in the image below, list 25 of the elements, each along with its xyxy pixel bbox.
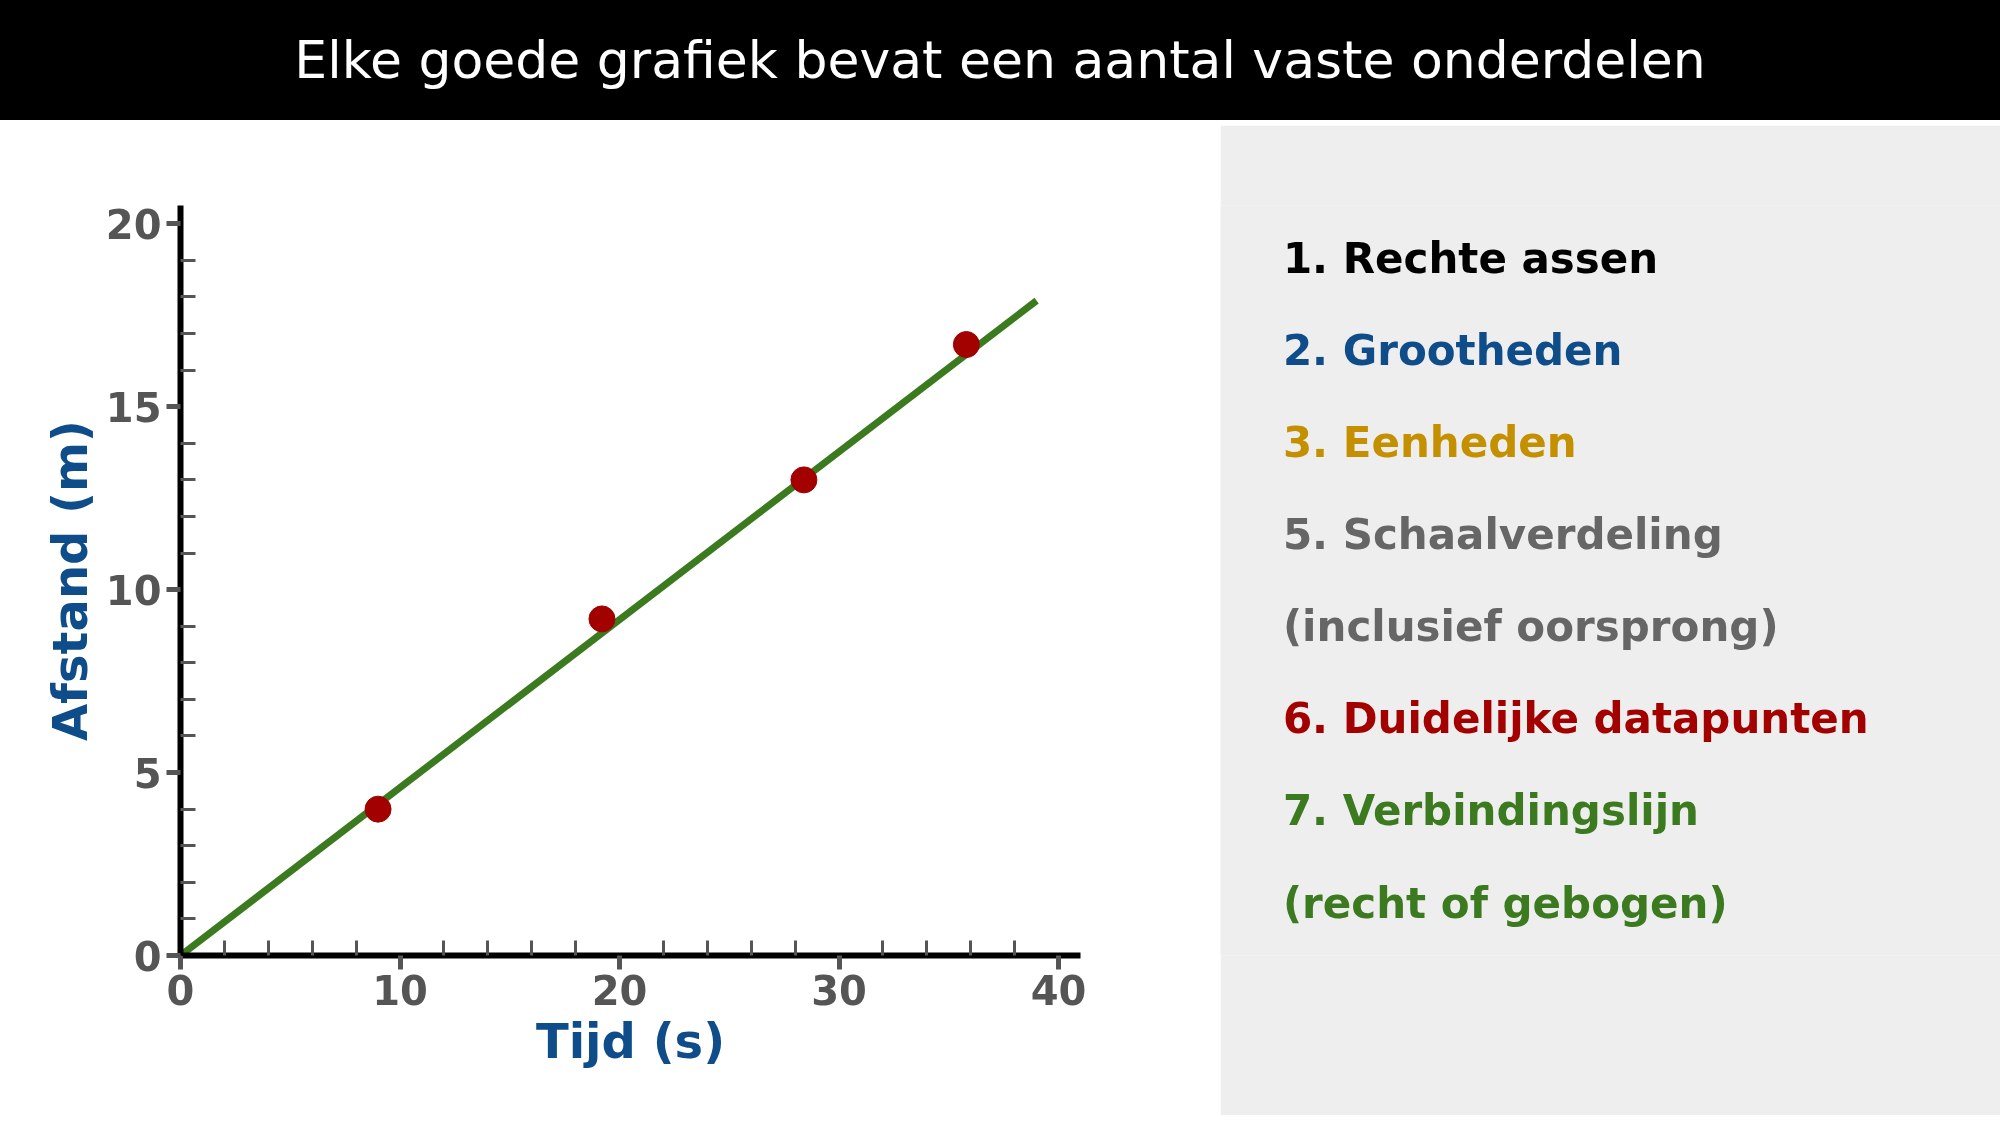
y-tick-label: 10 [105, 567, 162, 614]
text: 7. Verbindingslijn [1282, 786, 1699, 836]
y-tick-label: 20 [105, 201, 162, 248]
x-tick-label: 40 [1030, 967, 1087, 1014]
text: (recht of gebogen) [1282, 878, 1728, 928]
text: 6. Duidelijke datapunten [1282, 694, 1869, 744]
x-axis-title: Tijd (s) [535, 1012, 726, 1069]
y-tick-label: 0 [133, 933, 162, 980]
point [588, 605, 616, 633]
y-tick-label: 5 [133, 750, 162, 797]
text: 3. Eenheden [1282, 417, 1577, 467]
text: 2. Grootheden [1282, 325, 1623, 375]
point [952, 331, 980, 358]
point [790, 466, 818, 494]
text: 1. Rechte assen [1282, 233, 1659, 283]
chart-title: Elke goede grafiek bevat een aantal vaste onderdelen [0, 0, 2000, 120]
text: (inclusief oorsprong) [1282, 602, 1779, 652]
text: 5. Schaalverdeling [1282, 509, 1723, 559]
x-tick-label: 10 [372, 967, 428, 1014]
point [364, 795, 392, 823]
x-tick-label: 0 [166, 967, 195, 1014]
y-axis-title: Afstand (m) [41, 419, 98, 742]
x-tick-label: 20 [591, 967, 648, 1014]
x-tick-label: 30 [811, 967, 867, 1014]
y-tick-label: 15 [105, 384, 162, 431]
